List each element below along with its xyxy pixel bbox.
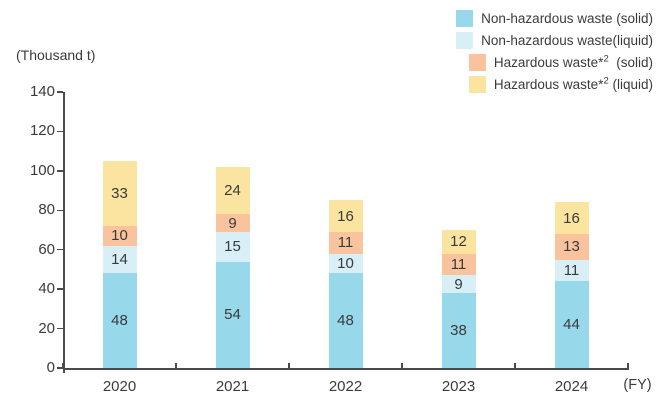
y-axis-tick-label: 120: [29, 122, 55, 140]
bar-segment: 9: [215, 214, 250, 232]
y-axis-tick-label: 0: [46, 359, 55, 376]
bar-segment-value: 16: [563, 209, 580, 227]
y-axis-tick-label: 100: [29, 161, 55, 179]
bar-segment: 11: [328, 231, 363, 254]
legend-swatch: [456, 31, 474, 49]
y-axis-tick-label: 20: [38, 319, 55, 337]
bar-segment-value: 13: [563, 238, 580, 256]
y-axis-tick-label: 140: [29, 83, 55, 100]
legend-item: Hazardous waste*2 (liquid): [468, 73, 653, 95]
x-axis-unit-label: (FY): [623, 377, 652, 393]
bar-segment-value: 44: [563, 316, 580, 334]
bar-segment-value: 14: [111, 251, 128, 269]
y-axis-tick: [57, 170, 63, 172]
bar-segment-value: 54: [224, 306, 241, 324]
legend-swatch: [468, 75, 486, 93]
x-axis-tick: [288, 363, 290, 368]
bar-segment: 54: [215, 261, 250, 368]
bar-segment: 11: [554, 259, 589, 282]
x-axis-tick: [401, 363, 403, 368]
bar-segment-value: 33: [111, 185, 128, 203]
bar-segment: 14: [102, 245, 137, 274]
bar-segment: 38: [441, 293, 476, 368]
x-axis-category-label: 2024: [554, 378, 589, 395]
bar-segment: 48: [102, 273, 137, 368]
bar-segment: 44: [554, 281, 589, 368]
chart-legend: Non-hazardous waste (solid) Non-hazardous…: [456, 7, 653, 95]
legend-item-label: Non-hazardous waste (solid): [481, 10, 653, 26]
y-axis-tick: [57, 248, 63, 251]
y-axis-tick: [57, 209, 63, 212]
bar-segment-value: 9: [454, 275, 463, 293]
legend-item-label: Hazardous waste*2 (liquid): [493, 75, 653, 92]
bar-segment: 13: [554, 233, 589, 260]
bar-segment-value: 12: [450, 233, 467, 251]
bar-segment-value: 10: [111, 227, 128, 245]
x-axis-tick: [514, 363, 516, 368]
y-axis-tick: [57, 130, 63, 133]
bar-segment-value: 48: [337, 312, 354, 330]
x-axis-line: [63, 368, 629, 370]
legend-swatch: [468, 53, 486, 71]
legend-item: Hazardous waste*2 (solid): [468, 51, 653, 73]
bar-segment-value: 11: [337, 234, 354, 252]
y-axis-tick: [57, 367, 63, 369]
legend-item: Non-hazardous waste(liquid): [456, 29, 653, 51]
bar-segment-value: 38: [450, 322, 467, 340]
y-axis-line: [63, 92, 65, 373]
x-axis-category-label: 2020: [102, 378, 137, 395]
bar-segment: 24: [215, 166, 250, 215]
bar-segment: 48: [328, 273, 363, 368]
bar-segment-value: 15: [224, 238, 241, 256]
legend-item-label: Non-hazardous waste(liquid): [481, 32, 653, 48]
x-axis-category-label: 2021: [215, 378, 250, 395]
x-axis-tick: [627, 363, 629, 368]
x-axis-tick: [175, 363, 177, 368]
bar-segment: 12: [441, 230, 476, 254]
y-axis-tick-label: 40: [38, 280, 55, 298]
y-axis-tick: [57, 327, 63, 330]
x-axis-category-label: 2023: [441, 378, 476, 395]
y-axis-tick: [57, 288, 63, 290]
y-axis-tick: [57, 91, 63, 93]
legend-swatch: [456, 9, 474, 27]
bar-segment-value: 24: [224, 182, 241, 200]
bar-segment: 15: [215, 231, 250, 262]
y-axis-tick-label: 60: [38, 240, 55, 258]
y-axis-tick-label: 80: [38, 201, 55, 219]
bar-segment: 10: [328, 253, 363, 274]
bar-segment-value: 9: [228, 214, 237, 232]
bar-segment-value: 10: [337, 255, 354, 272]
bar-segment: 16: [554, 202, 589, 234]
bar-segment: 16: [328, 200, 363, 232]
bar-segment: 10: [102, 226, 137, 246]
bar-segment: 33: [102, 161, 137, 227]
x-axis-category-label: 2022: [328, 378, 363, 395]
legend-item: Non-hazardous waste (solid): [456, 7, 653, 29]
bar-segment: 11: [441, 253, 476, 276]
legend-item-label: Hazardous waste*2 (solid): [493, 53, 653, 70]
bar-segment-value: 11: [450, 255, 467, 273]
bar-segment-value: 11: [563, 261, 580, 279]
bar-segment-value: 48: [111, 312, 128, 330]
y-axis-unit-label: (Thousand t): [16, 47, 96, 63]
bar-segment-value: 16: [337, 207, 354, 225]
bar-segment: 9: [441, 275, 476, 294]
